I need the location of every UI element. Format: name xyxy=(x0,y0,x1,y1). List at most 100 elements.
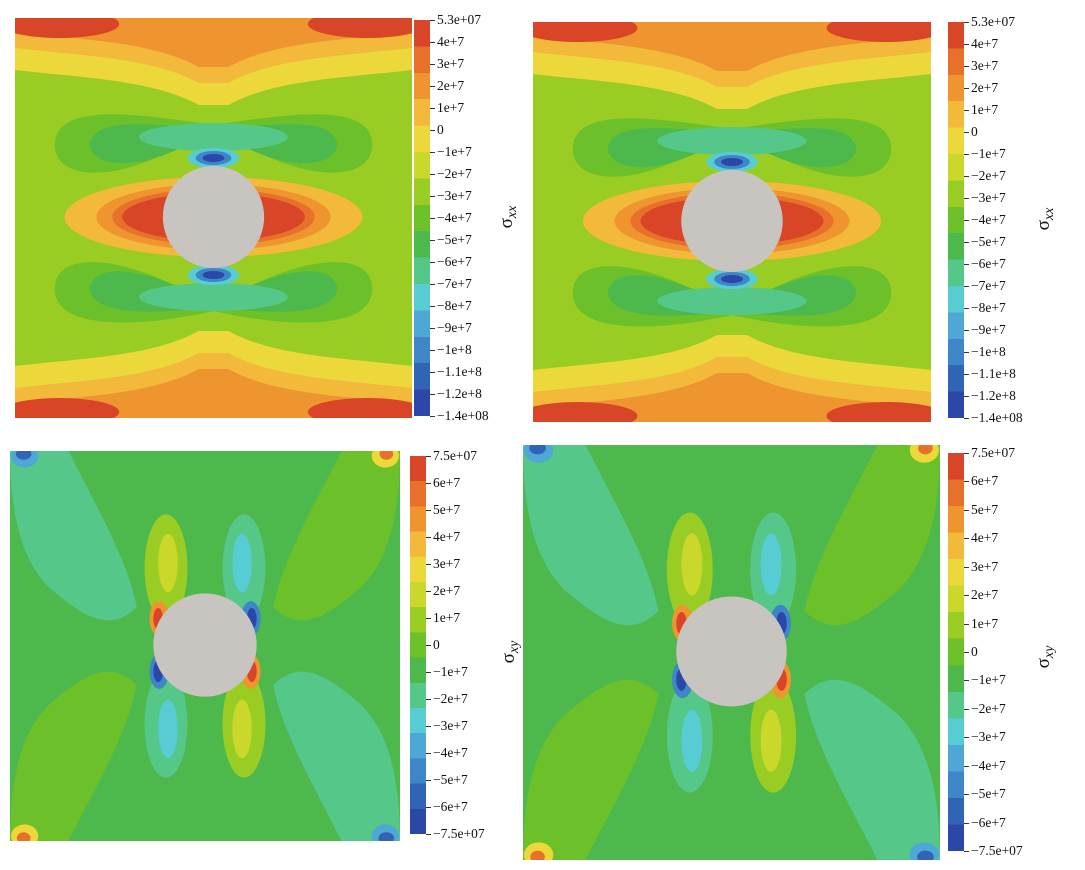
sigma-symbol: σ xyxy=(1033,658,1054,669)
field-svg xyxy=(15,18,412,418)
peak-red-left xyxy=(15,18,120,38)
subscript: xx xyxy=(505,205,520,219)
colorbar-tick-label: 4e+7 xyxy=(971,530,999,546)
lobe-green-core xyxy=(657,287,807,315)
colorbar-tick xyxy=(964,132,969,133)
sigma-xx-contour-plot-left xyxy=(15,18,412,418)
colorbar-tick xyxy=(430,306,435,307)
colorbar-tick-label: −4e+7 xyxy=(437,210,472,225)
colorbar-tick-label: −1.1e+8 xyxy=(971,366,1016,381)
colorbar-tick-label: 1e+7 xyxy=(971,102,999,117)
colorbar-tick-label: 7.5e+07 xyxy=(971,445,1015,460)
colorbar-tick xyxy=(964,286,969,287)
colorbar-tick-label: −1e+7 xyxy=(437,144,472,159)
region-upper-right xyxy=(804,445,940,626)
colorbar-tick xyxy=(964,264,969,265)
region-lower-right xyxy=(804,679,940,860)
lobe-green-core xyxy=(139,283,288,311)
region-upper-right xyxy=(273,451,400,621)
colorbar-tick-label: 6e+7 xyxy=(433,475,461,490)
colorbar-tick-label: −7e+7 xyxy=(437,276,472,291)
axis-label-sigma-xy-left: σxy xyxy=(498,632,522,672)
colorbar-tick-label: 1e+7 xyxy=(433,610,461,625)
streak-upper-left-core xyxy=(681,533,703,596)
sigma-xy-contour-plot-right xyxy=(523,445,940,860)
colorbar-tick xyxy=(430,20,435,21)
colorbar-gradient xyxy=(948,22,964,418)
colorbar-tick xyxy=(430,42,435,43)
peak-red-left xyxy=(15,398,120,418)
lobe-green-core xyxy=(139,123,288,151)
colorbar-tick xyxy=(964,481,969,483)
hole xyxy=(162,166,265,268)
corner-lower-left-core xyxy=(16,832,31,841)
colorbar-tick-label: 3e+7 xyxy=(437,56,465,71)
corner-upper-left-core xyxy=(15,451,32,460)
colorbar-tick xyxy=(964,198,969,199)
colorbar-tick xyxy=(430,240,435,241)
colorbar-tick xyxy=(964,623,969,625)
colorbar-gradient xyxy=(414,20,430,416)
colorbar-tick xyxy=(426,564,431,565)
corner-lower-right-core xyxy=(378,832,395,841)
streak-lower-right-core xyxy=(232,699,252,759)
colorbar-tick xyxy=(430,350,435,351)
sigma-symbol: σ xyxy=(1033,220,1054,231)
colorbar-tick xyxy=(426,726,431,727)
streak-lower-left-core xyxy=(158,699,178,759)
colorbar-tick-label: −9e+7 xyxy=(971,322,1006,337)
colorbar-tick xyxy=(430,416,435,417)
colorbar-tick-label: −2e+7 xyxy=(971,168,1006,183)
colorbar-tick xyxy=(964,566,969,568)
colorbar-tick-label: −1.2e+8 xyxy=(437,386,482,401)
colorbar-tick-label: −1e+7 xyxy=(433,664,468,679)
colorbar-tick-label: 5e+7 xyxy=(971,501,999,517)
colorbar-tick-label: −1.1e+8 xyxy=(437,364,482,379)
colorbar-tick-label: −4e+7 xyxy=(971,212,1006,227)
field-svg xyxy=(523,445,940,860)
colorbar-tick-label: −3e+7 xyxy=(971,729,1006,745)
colorbar-tick-label: 1e+7 xyxy=(971,615,999,631)
contour-layers xyxy=(523,445,940,860)
streak-upper-left-core xyxy=(158,533,178,593)
colorbar-tick-label: −9e+7 xyxy=(437,320,472,335)
band-level-orange xyxy=(15,369,412,418)
colorbar-tick xyxy=(430,130,435,131)
colorbar-tick-label: −3e+7 xyxy=(971,190,1006,205)
band-level-orange xyxy=(15,18,412,67)
colorbar-tick-label: 3e+7 xyxy=(971,558,999,574)
axis-label-sigma-xy-right: σxy xyxy=(1033,637,1057,677)
peak-red-left xyxy=(533,402,638,422)
colorbar-tick xyxy=(430,284,435,285)
colorbar-tick xyxy=(964,652,969,653)
colorbar-tick-label: −7.5e+07 xyxy=(433,826,485,841)
colorbar-tick xyxy=(964,242,969,243)
colorbar-tick xyxy=(964,418,969,419)
colorbar-tick xyxy=(426,645,431,646)
colorbar-gradient xyxy=(410,456,426,834)
colorbar-tick xyxy=(964,374,969,375)
colorbar-tick xyxy=(426,672,431,673)
peak-red-right xyxy=(307,398,412,418)
colorbar-tick xyxy=(430,328,435,329)
colorbar-tick xyxy=(964,22,969,23)
region-upper-left xyxy=(10,451,137,621)
colorbar-tick xyxy=(430,174,435,175)
band-level-orange xyxy=(533,373,931,422)
sigma-xy-contour-plot-left xyxy=(10,451,400,841)
colorbar-tick-label: 5.3e+07 xyxy=(971,14,1015,29)
colorbar-tick xyxy=(426,699,431,700)
colorbar-tick-label: 5.3e+07 xyxy=(437,12,481,27)
colorbar-tick-label: 6e+7 xyxy=(971,473,999,489)
colorbar-tick-label: −1.2e+8 xyxy=(971,388,1016,403)
colorbar-tick xyxy=(426,618,431,619)
colorbar-tick-label: 3e+7 xyxy=(971,58,999,73)
colorbar-tick xyxy=(964,538,969,540)
colorbar-tick xyxy=(964,220,969,221)
colorbar-tick-label: −1e+7 xyxy=(971,672,1006,688)
peak-red-right xyxy=(826,402,931,422)
sigma-xx-contour-plot-right xyxy=(533,22,931,422)
colorbar-tick xyxy=(964,66,969,67)
colorbar-tick-label: 3e+7 xyxy=(433,556,461,571)
colorbar-tick-label: −6e+7 xyxy=(971,814,1006,830)
